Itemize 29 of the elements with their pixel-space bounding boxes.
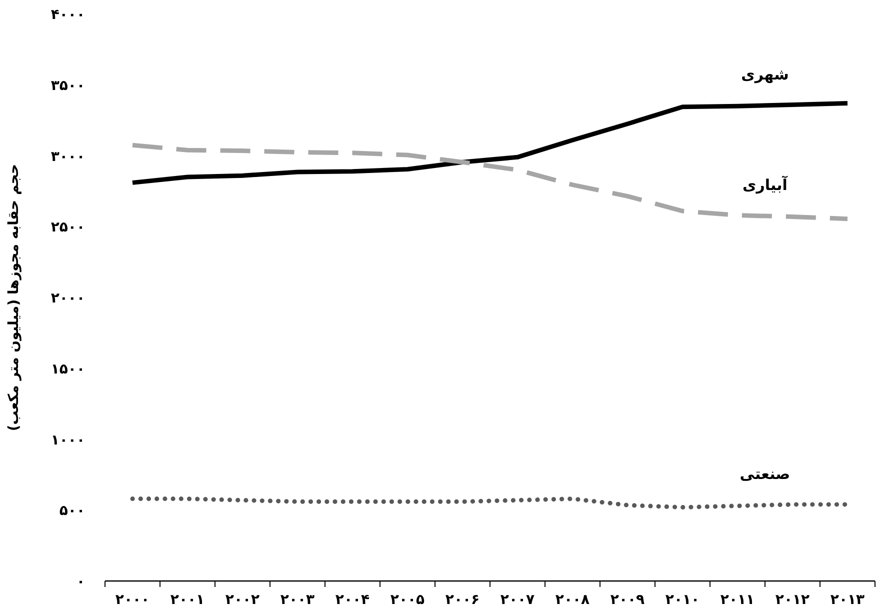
- y-tick-label: ۳۰۰۰: [50, 148, 85, 165]
- x-tick-label: ۲۰۰۶: [445, 592, 480, 608]
- x-tick-label: ۲۰۰۳: [280, 592, 316, 608]
- line-series: [130, 142, 850, 222]
- x-tick-label: ۲۰۱۰: [665, 592, 700, 608]
- y-tick-label: ۱۵۰۰: [50, 361, 85, 378]
- x-tick-label: ۲۰۱۲: [775, 592, 810, 608]
- y-tick-label: ۱۰۰۰: [50, 432, 85, 448]
- x-tick-label: ۲۰۰۵: [390, 592, 426, 608]
- x-tick-label: ۲۰۰۱: [170, 592, 205, 608]
- series-label: صنعتی: [740, 465, 790, 484]
- x-tick-label: ۲۰۰۲: [225, 592, 260, 608]
- y-tick-label: ۳۵۰۰: [50, 78, 85, 94]
- x-tick-label: ۲۰۰۸: [555, 592, 590, 608]
- y-tick-label: ۲۰۰۰: [50, 290, 85, 306]
- y-tick-label: ۴۰۰۰: [50, 7, 85, 23]
- x-tick-label: ۲۰۰۰: [115, 592, 150, 608]
- x-tick-label: ۲۰۱۱: [720, 592, 755, 608]
- series-label: آبیاری: [742, 174, 788, 194]
- series-label: شهری: [741, 65, 789, 84]
- x-tick-label: ۲۰۱۳: [830, 592, 866, 608]
- line-series: [130, 496, 850, 510]
- y-tick-label: ۰: [76, 574, 85, 590]
- y-axis-title: حجم حقابه مجوزها (میلیون متر مکعب): [6, 164, 22, 432]
- x-tick-label: ۲۰۰۷: [500, 592, 536, 608]
- y-tick-label: ۵۰۰: [59, 503, 85, 520]
- y-tick-label: ۲۵۰۰: [50, 220, 85, 236]
- x-tick-label: ۲۰۰۴: [335, 592, 370, 608]
- x-tick-label: ۲۰۰۹: [610, 592, 646, 608]
